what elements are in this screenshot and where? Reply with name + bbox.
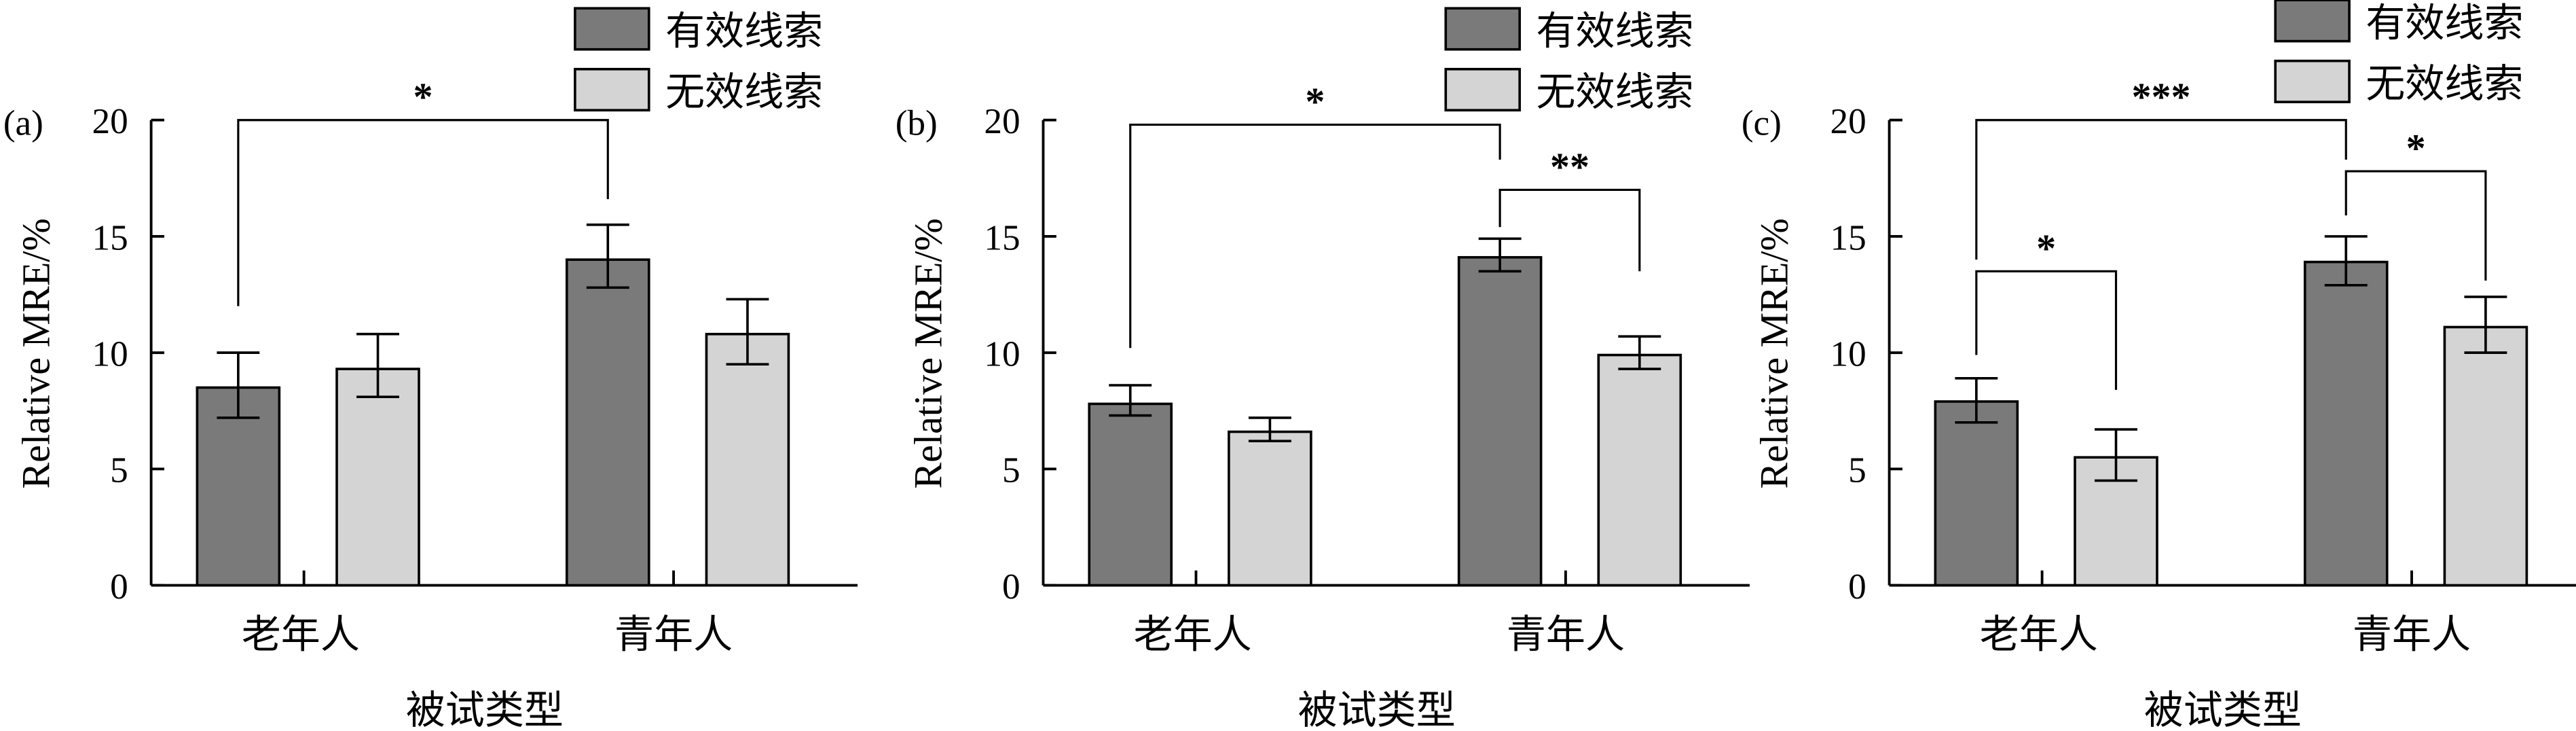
significance-label: *** [2131,75,2190,119]
significance-label: * [2036,226,2056,270]
bar [1457,255,1543,587]
x-axis-label: 被试类型 [406,687,564,731]
x-axis-label: 被试类型 [2144,687,2302,731]
y-tick-label: 15 [1830,217,1866,257]
legend-label: 无效线索 [1536,69,1693,115]
y-tick-label: 5 [110,450,128,491]
y-tick-label: 20 [92,101,128,141]
y-axis-label: Relative MRE/% [14,218,58,488]
bar [1228,430,1312,587]
y-tick-label: 15 [92,217,128,257]
panel-label: (b) [896,103,938,143]
legend-swatch [574,67,650,112]
bar [1934,400,2019,587]
y-tick-label: 10 [984,334,1020,374]
x-tick-label: 青年人 [1507,611,1625,657]
significance-bracket [1498,188,1641,272]
legend-label: 有效线索 [2366,0,2523,46]
y-tick-label: 15 [984,217,1020,257]
significance-label: ** [1550,145,1589,189]
bar [1597,353,1682,587]
bar [2443,325,2528,587]
x-tick-label: 老年人 [1980,611,2098,657]
x-tick-label: 青年人 [614,611,733,657]
legend-swatch [2274,59,2351,103]
bar [335,368,420,587]
legend-label: 无效线索 [665,69,823,115]
bar [196,386,281,587]
legend-swatch [1444,7,1521,51]
y-tick-label: 20 [984,101,1020,141]
y-tick-label: 0 [110,567,128,607]
y-tick-label: 10 [92,334,128,374]
significance-bracket [1975,270,2118,390]
y-tick-label: 20 [1830,101,1866,141]
bar [705,332,790,587]
significance-label: * [1305,79,1325,124]
significance-label: * [2406,126,2426,171]
y-tick-label: 5 [1848,450,1866,491]
significance-bracket [237,119,609,306]
panel-label: (c) [1742,103,1782,143]
y-tick-label: 10 [1830,334,1866,374]
bar [2303,260,2389,587]
panel-label: (a) [3,103,43,143]
y-axis-label: Relative MRE/% [1752,218,1797,488]
x-axis-label: 被试类型 [1298,687,1456,731]
legend-label: 无效线索 [2366,60,2523,107]
legend-label: 有效线索 [665,7,823,54]
x-tick-label: 青年人 [2353,611,2471,657]
significance-label: * [413,75,433,119]
legend-swatch [2274,0,2351,43]
y-tick-label: 0 [1002,567,1020,607]
bar [565,258,650,587]
y-axis-label: Relative MRE/% [906,218,950,488]
significance-bracket [2344,170,2487,281]
y-tick-label: 5 [1002,450,1020,491]
legend-swatch [574,7,650,51]
x-tick-label: 老年人 [242,611,360,657]
legend-label: 有效线索 [1536,7,1693,54]
significance-bracket [1129,124,1501,349]
y-tick-label: 0 [1848,567,1866,607]
significance-bracket [1975,119,2347,260]
bar [1088,402,1173,587]
x-tick-label: 老年人 [1134,611,1252,657]
legend-swatch [1444,67,1521,112]
